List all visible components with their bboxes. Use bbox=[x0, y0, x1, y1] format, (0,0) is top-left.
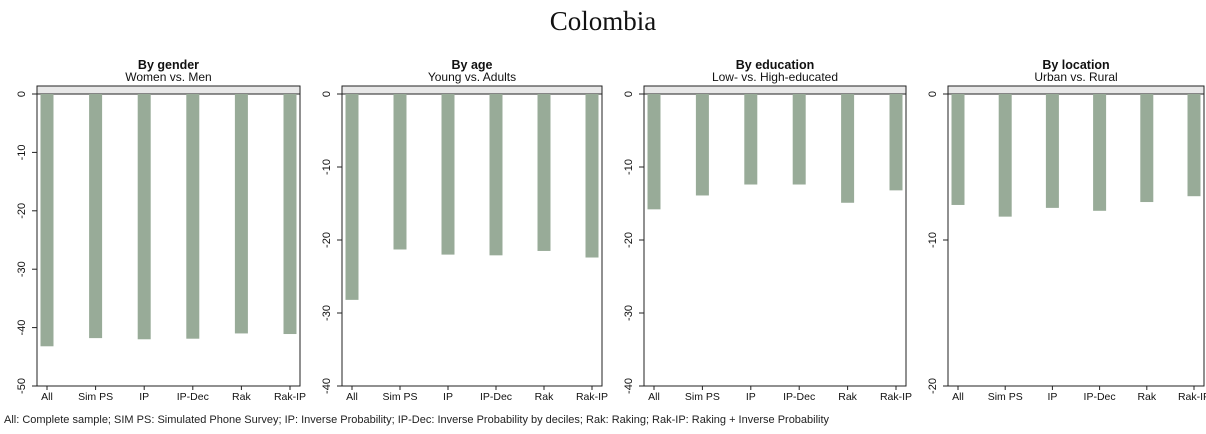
plot-frame bbox=[341, 85, 603, 387]
y-tick-label: -40 bbox=[321, 378, 333, 394]
y-tick-label: 0 bbox=[16, 91, 28, 97]
panel-title: By age bbox=[452, 58, 493, 72]
figure-footnote: All: Complete sample; SIM PS: Simulated … bbox=[4, 414, 830, 426]
figure-title: Colombia bbox=[549, 6, 657, 36]
x-tick-label: Rak bbox=[535, 391, 554, 403]
x-tick-label: Rak bbox=[838, 391, 857, 403]
bar bbox=[1140, 94, 1154, 203]
bar bbox=[1045, 94, 1059, 208]
zero-band bbox=[644, 86, 906, 94]
zero-band bbox=[37, 86, 300, 94]
y-tick-label: -10 bbox=[16, 144, 28, 160]
panel-title: By education bbox=[736, 58, 815, 72]
x-tick-label: IP-Dec bbox=[783, 391, 815, 403]
bar bbox=[137, 94, 151, 340]
panel-subtitle: Women vs. Men bbox=[125, 70, 211, 84]
x-tick-label: Rak-IP bbox=[576, 391, 608, 403]
bar bbox=[1187, 94, 1201, 197]
x-tick-label: IP bbox=[139, 391, 149, 403]
panel-title: By location bbox=[1042, 58, 1109, 72]
y-tick-label: -30 bbox=[321, 305, 333, 321]
y-tick-label: -10 bbox=[321, 159, 333, 175]
bar bbox=[1093, 94, 1107, 211]
bar bbox=[792, 94, 806, 185]
x-tick-label: IP bbox=[1047, 391, 1057, 403]
y-tick-label: -20 bbox=[623, 232, 635, 248]
x-tick-label: Rak-IP bbox=[880, 391, 912, 403]
y-tick-label: -50 bbox=[16, 378, 28, 394]
y-tick-label: -20 bbox=[927, 378, 939, 394]
x-tick-label: IP-Dec bbox=[480, 391, 512, 403]
y-tick-label: -20 bbox=[321, 232, 333, 248]
y-tick-label: -20 bbox=[16, 203, 28, 219]
bar bbox=[234, 94, 248, 334]
panel-title: By gender bbox=[138, 58, 199, 72]
bar bbox=[489, 94, 503, 256]
bar bbox=[998, 94, 1012, 217]
zero-band bbox=[948, 86, 1204, 94]
bar bbox=[89, 94, 103, 339]
x-tick-label: IP bbox=[746, 391, 756, 403]
bar bbox=[345, 94, 359, 300]
x-tick-label: All bbox=[952, 391, 964, 403]
bar bbox=[951, 94, 965, 205]
bar bbox=[186, 94, 200, 339]
x-tick-label: Rak-IP bbox=[1178, 391, 1206, 403]
y-tick-label: 0 bbox=[623, 91, 635, 97]
x-tick-label: Rak-IP bbox=[274, 391, 306, 403]
x-tick-label: Rak bbox=[232, 391, 251, 403]
bar bbox=[283, 94, 297, 335]
y-tick-label: 0 bbox=[321, 91, 333, 97]
zero-band bbox=[342, 86, 602, 94]
y-tick-label: -30 bbox=[623, 305, 635, 321]
x-tick-label: IP-Dec bbox=[1084, 391, 1116, 403]
plot-frame bbox=[36, 85, 301, 387]
panel-subtitle: Young vs. Adults bbox=[428, 70, 516, 84]
x-tick-label: All bbox=[648, 391, 660, 403]
bar bbox=[585, 94, 599, 258]
bar bbox=[841, 94, 855, 203]
x-tick-label: IP bbox=[443, 391, 453, 403]
x-tick-label: Sim PS bbox=[988, 391, 1023, 403]
bar bbox=[393, 94, 407, 250]
bar bbox=[40, 94, 54, 347]
y-tick-label: 0 bbox=[927, 91, 939, 97]
y-tick-label: -40 bbox=[16, 320, 28, 336]
bar bbox=[744, 94, 758, 185]
x-tick-label: Sim PS bbox=[382, 391, 417, 403]
x-tick-label: All bbox=[346, 391, 358, 403]
bar bbox=[537, 94, 551, 251]
plot-frame bbox=[643, 85, 907, 387]
y-tick-label: -40 bbox=[623, 378, 635, 394]
x-tick-label: Sim PS bbox=[685, 391, 720, 403]
y-tick-label: -10 bbox=[927, 232, 939, 248]
bar bbox=[647, 94, 661, 210]
panel-subtitle: Low- vs. High-educated bbox=[712, 70, 838, 84]
bar bbox=[889, 94, 903, 191]
x-tick-label: All bbox=[41, 391, 53, 403]
y-tick-label: -30 bbox=[16, 261, 28, 277]
x-tick-label: Rak bbox=[1137, 391, 1156, 403]
bar bbox=[695, 94, 709, 196]
x-tick-label: IP-Dec bbox=[177, 391, 209, 403]
plot-frame bbox=[947, 85, 1205, 387]
bar bbox=[441, 94, 455, 255]
x-tick-label: Sim PS bbox=[78, 391, 113, 403]
y-tick-label: -10 bbox=[623, 159, 635, 175]
panel-subtitle: Urban vs. Rural bbox=[1034, 70, 1117, 84]
